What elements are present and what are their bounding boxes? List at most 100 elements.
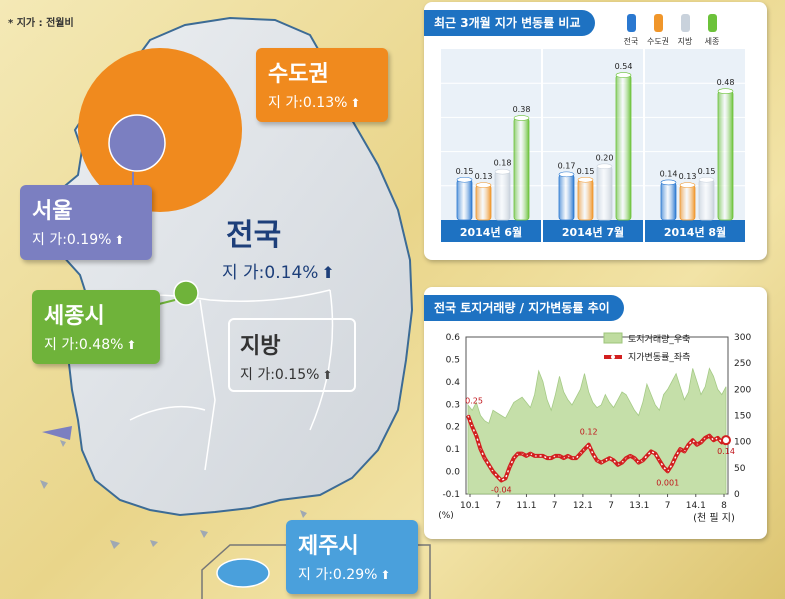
rate-point — [608, 457, 611, 459]
bar-cap — [513, 115, 530, 121]
sejong-shape — [173, 280, 199, 306]
x-tick-label: 7 — [552, 501, 558, 511]
rate-point — [604, 459, 607, 462]
rate-point — [617, 464, 619, 466]
legend-label: 수도권 — [647, 36, 669, 46]
y-left-tick-label: -0.1 — [442, 490, 460, 500]
footnote: * 지가 : 전월비 — [8, 18, 74, 29]
legend-label: 지방 — [678, 36, 693, 46]
rate-point — [521, 452, 523, 455]
bar-chart-title: 최근 3개월 지가 변동률 비교 — [424, 10, 595, 36]
line-chart-title: 전국 토지거래량 / 지가변동률 추이 — [424, 295, 624, 321]
rate-point — [483, 457, 486, 459]
rate-point — [666, 470, 669, 473]
local-name: 지방 — [240, 334, 281, 359]
bar-cap — [577, 176, 594, 183]
x-tick-label: 7 — [608, 501, 614, 511]
data-label: 0.20 — [596, 153, 614, 162]
seoul-callout: 서울 지 가:0.19% ⬆ — [20, 185, 152, 260]
rate-point — [467, 414, 469, 417]
seoul-shape — [108, 114, 166, 172]
rate-point — [471, 425, 473, 428]
up-arrow-icon: ⬆ — [321, 263, 335, 282]
rate-annotation: -0.04 — [491, 486, 512, 495]
x-tick-label: 8 — [721, 501, 727, 511]
up-arrow-icon: ⬆ — [126, 338, 137, 352]
rate-point — [633, 457, 636, 459]
bar-cap — [698, 176, 715, 183]
legend-marker — [611, 355, 615, 359]
bar-cap — [679, 182, 696, 188]
jeju-value: 지 가:0.29% — [298, 567, 378, 583]
data-label: 0.38 — [513, 105, 531, 114]
rate-point — [517, 452, 519, 455]
rate-point — [704, 437, 706, 439]
rate-point — [567, 455, 569, 457]
rate-point — [537, 455, 540, 457]
up-arrow-icon: ⬆ — [322, 368, 333, 382]
rate-point — [650, 450, 652, 453]
data-label: 0.15 — [456, 167, 474, 176]
y-left-tick-label: 0.4 — [446, 378, 461, 388]
rate-point — [496, 475, 498, 477]
up-arrow-icon: ⬆ — [114, 233, 125, 247]
x-tick-label: 7 — [495, 501, 501, 511]
y-right-tick-label: 150 — [734, 412, 751, 422]
rate-annotation: 0.14 — [717, 447, 735, 456]
rate-point — [708, 434, 711, 437]
rate-point — [575, 457, 577, 459]
x-axis-unit: (천 필 지) — [693, 512, 735, 524]
rate-point — [596, 459, 598, 462]
y-left-tick-label: 0.5 — [446, 355, 460, 365]
bar-chart-panel: 최근 3개월 지가 변동률 비교 전국 수도권 지방 세종 2014년 6월 0.15 0.… — [424, 2, 767, 260]
bar — [494, 171, 511, 221]
capital-region-value: 지 가:0.13% — [268, 95, 348, 111]
seoul-name: 서울 — [32, 199, 73, 224]
rate-point — [488, 464, 490, 466]
y-right-tick-label: 100 — [734, 438, 751, 448]
bar — [513, 117, 530, 221]
line-chart: 0.6 0.5 0.4 0.3 0.2 0.1 0.0 -0.1 300 250 200 150 100… — [438, 332, 751, 524]
province-borders — [87, 289, 334, 471]
category-label: 2014년 6월 — [460, 225, 522, 239]
local-value: 지 가:0.15% — [240, 367, 320, 383]
data-label: 0.18 — [494, 159, 512, 168]
rate-point — [637, 461, 640, 464]
category-bar — [543, 220, 643, 242]
y-left-tick-label: 0.0 — [446, 468, 461, 478]
data-label: 0.13 — [679, 172, 697, 181]
data-label: 0.17 — [558, 161, 576, 170]
rate-point — [592, 452, 594, 455]
bar-cap — [596, 163, 613, 170]
rate-point — [475, 434, 478, 437]
rate-point — [654, 452, 657, 455]
rate-point — [679, 448, 682, 450]
rate-point — [671, 464, 673, 466]
rate-point — [658, 459, 661, 462]
bar-cap — [558, 171, 575, 178]
y-left-unit: (%) — [438, 511, 454, 521]
rate-point — [525, 455, 528, 457]
rate-point — [554, 455, 557, 457]
category-label: 2014년 7월 — [562, 225, 624, 239]
legend-label: 세종 — [705, 37, 720, 46]
y-right-tick-label: 50 — [734, 464, 746, 474]
rate-point — [621, 461, 623, 464]
jeju-callout: 제주시 지 가:0.29% ⬆ — [286, 520, 418, 594]
local-callout: 지방 지 가:0.15% ⬆ — [228, 318, 356, 392]
rate-point — [546, 457, 548, 459]
rate-point — [533, 455, 536, 457]
legend-label: 지가변동률_좌측 — [628, 352, 690, 363]
x-tick-label: 13.1 — [629, 501, 649, 511]
rate-point — [508, 466, 511, 468]
bar — [615, 74, 632, 221]
rate-point — [662, 466, 665, 468]
rate-point — [675, 455, 677, 457]
bar — [679, 184, 696, 221]
bar — [475, 184, 492, 221]
line-chart-panel: 전국 토지거래량 / 지가변동률 추이 0.6 0.5 0.4 0.3 0.2 0.1 0.… — [424, 287, 767, 539]
bar — [698, 179, 715, 221]
sejong-value: 지 가:0.48% — [44, 337, 124, 353]
jeju-name: 제주시 — [298, 534, 359, 559]
